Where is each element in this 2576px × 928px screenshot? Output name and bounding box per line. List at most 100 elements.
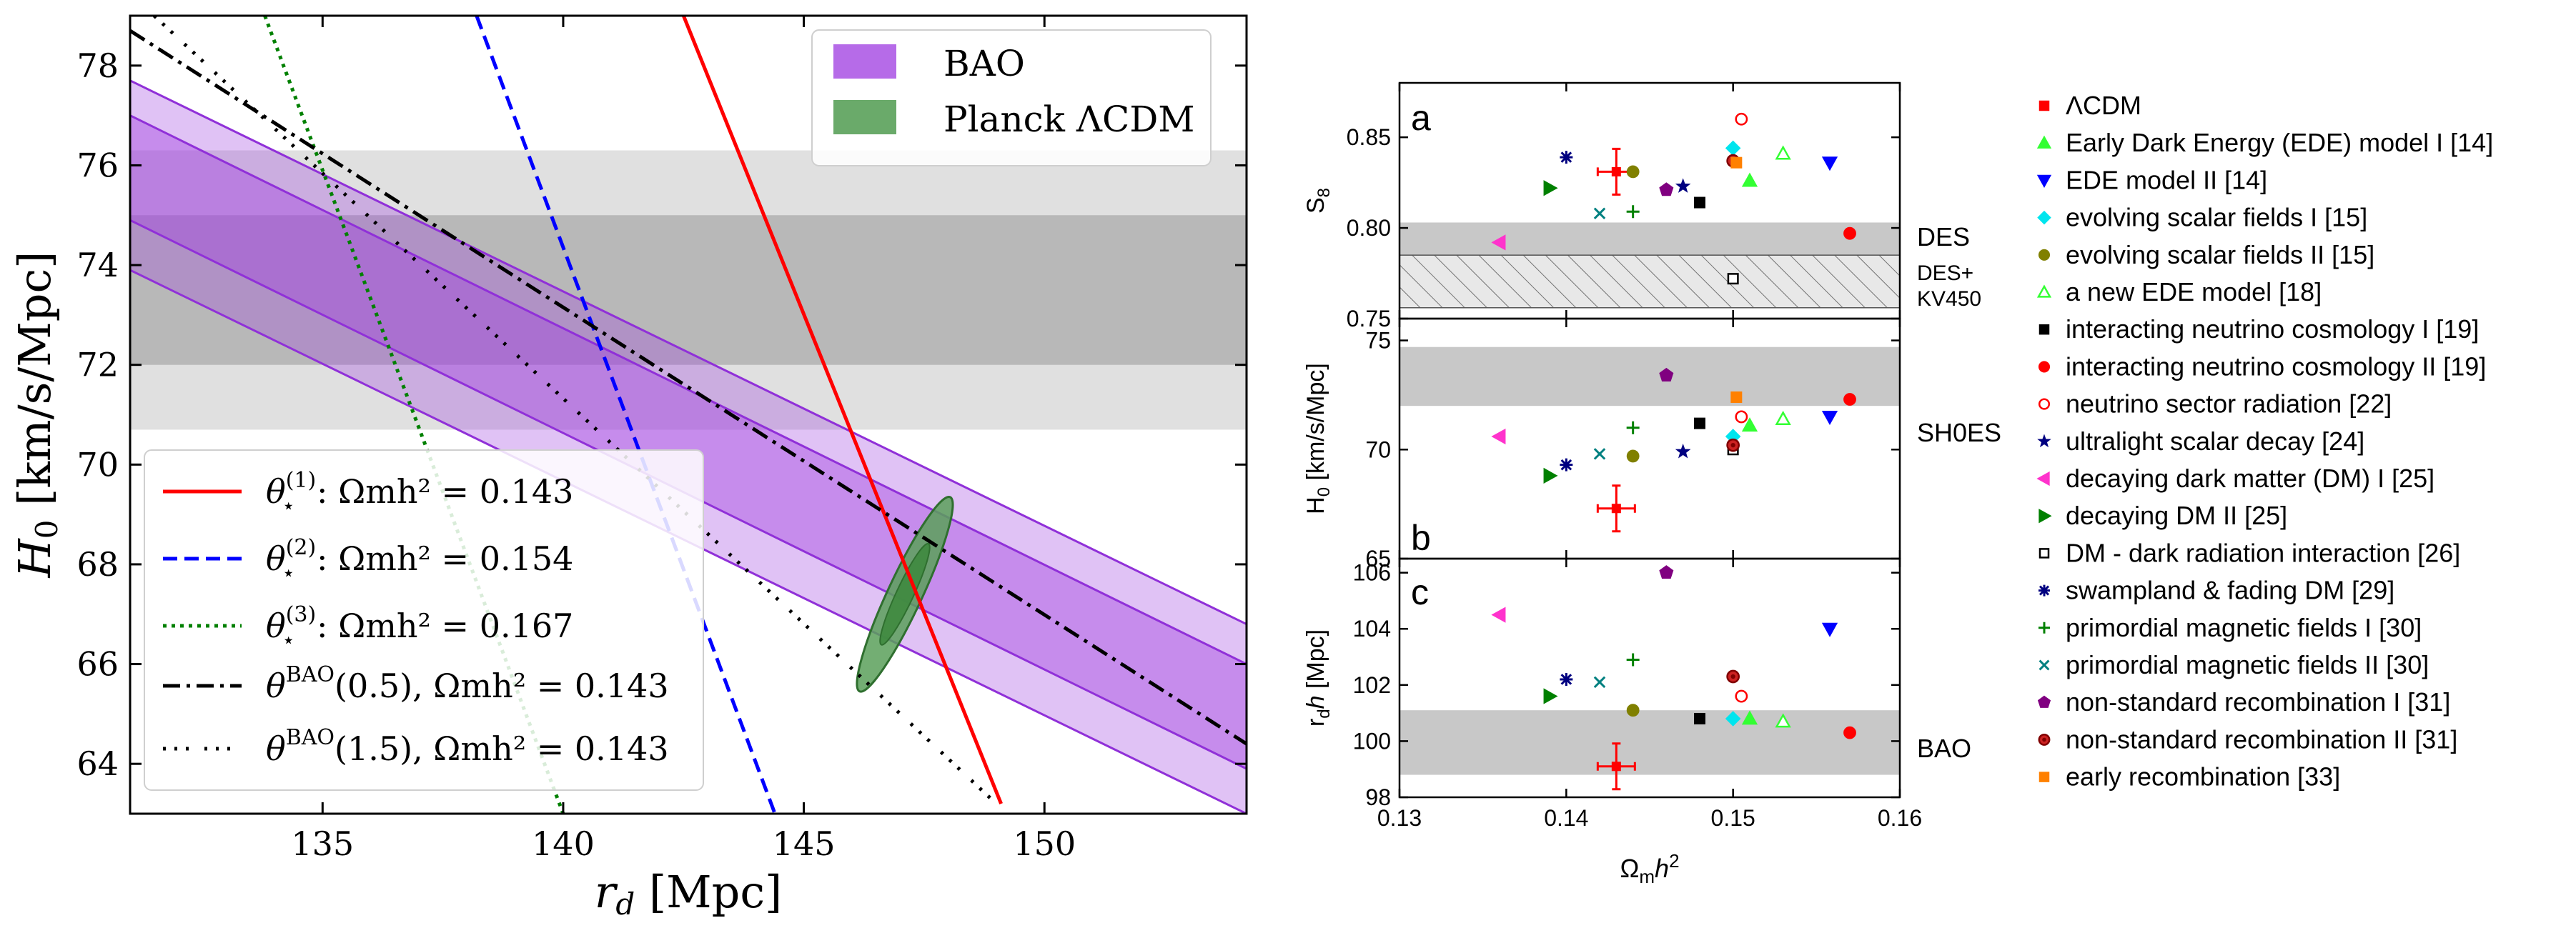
legend-marker-swampland-fading-dm-29	[2038, 584, 2050, 597]
point-primordial-magnetic-fields-ii-30	[1593, 207, 1606, 220]
series-line-theta-bao-0-5	[130, 29, 1247, 746]
legend-marker-non-standard-recombination-ii-31-dot	[2042, 737, 2046, 742]
point-neutrino-sector-radiation-22	[1735, 112, 1748, 126]
left-chart: 135 140 145 150 64 66 68 70 72 74 76 78 rd [Mpc] H…	[9, 14, 1248, 922]
legend-item: swampland & fading DM [29]	[2038, 576, 2394, 605]
panel-c-letter: c	[1411, 572, 1429, 612]
right-chart: a DES DES+ KV450 S8 0.75 0.80 0.85 b SH0ES…	[1302, 81, 2493, 887]
bao-band-edge	[130, 79, 1247, 626]
legend-item-label: DM - dark radiation interaction [26]	[2066, 538, 2460, 567]
right-x-tick-label: 0.14	[1544, 805, 1588, 831]
point-interacting-neutrino-cosmology-ii-19	[1843, 393, 1856, 406]
panel-a-letter: a	[1411, 98, 1431, 138]
legend-label-theta2: θ(2) ⋆: Ωmh² = 0.154	[266, 535, 573, 586]
legend-item: interacting neutrino cosmology II [19]	[2038, 351, 2486, 381]
panel-a-ylabel: S8	[1302, 188, 1334, 214]
legend-marker-decaying-dark-matter-dm-i-25	[2036, 471, 2050, 487]
left-y-tick-label: 74	[76, 246, 119, 284]
point-non-standard-recombination-i-31	[1659, 565, 1674, 579]
legend-item: decaying DM II [25]	[2038, 501, 2287, 530]
point-non-standard-recombination-i-31	[1659, 367, 1674, 381]
legend-lines-box	[144, 449, 704, 791]
point-interacting-neutrino-cosmology-i-19	[1694, 417, 1705, 429]
legend-item-label: ultralight scalar decay [24]	[2066, 426, 2364, 456]
legend-item-label: non-standard recombination I [31]	[2066, 687, 2450, 717]
left-x-tick-label: 150	[1013, 824, 1076, 863]
legend-swatch-bao	[833, 44, 896, 79]
band-label-des-plus: DES+	[1917, 261, 1973, 285]
legend-label-bao: BAO	[943, 43, 1025, 84]
legend-swatch-planck	[833, 100, 896, 134]
legend-item-label: interacting neutrino cosmology II [19]	[2066, 351, 2486, 381]
legend-label-theta-bao-0-5: θBAO(0.5), Ωmh² = 0.143	[266, 662, 669, 705]
legend-label-theta1: θ(1) ⋆: Ωmh² = 0.143	[266, 468, 573, 519]
legend-marker-a-new-ede-model-18	[2036, 284, 2052, 298]
point-decaying-dark-matter-dm-i-25	[1491, 607, 1506, 623]
point-non-standard-recombination-i-31	[1659, 182, 1674, 196]
legend-item-label: primordial magnetic fields I [30]	[2066, 613, 2422, 642]
panel-c-y-tick-label: 104	[1353, 616, 1391, 642]
point-evolving-scalar-fields-i-15	[1725, 711, 1741, 727]
left-y-tick-label: 68	[76, 545, 119, 584]
points-panel-a	[1491, 112, 1856, 285]
panel-a-y-ticks: 0.75 0.80 0.85	[1347, 83, 1901, 331]
legend-item: EDE model II [14]	[2036, 165, 2267, 194]
series-line-theta2	[475, 16, 777, 814]
point-lcdm-panel-c	[1596, 742, 1636, 791]
legend-label-theta-bao-1-5: θBAO(1.5), Ωmh² = 0.143	[266, 725, 669, 768]
legend-item-label: EDE model II [14]	[2066, 165, 2267, 194]
legend-item-label: decaying dark matter (DM) I [25]	[2066, 464, 2434, 493]
legend-label-theta3: θ(3) ⋆: Ωmh² = 0.167	[266, 602, 573, 653]
planck-ellipse	[856, 496, 954, 693]
right-x-tick-label: 0.15	[1711, 805, 1755, 831]
band-des	[1400, 222, 1900, 256]
left-y-ticks: 64 66 68 70 72 74 76 78	[76, 46, 1247, 783]
panel-c-y-tick-label: 98	[1365, 784, 1391, 810]
right-x-axis-label: Ωmh2	[1620, 850, 1679, 887]
point-dm-dark-radiation-interaction-26	[1727, 273, 1739, 285]
point-decaying-dm-ii-25	[1543, 180, 1558, 196]
panel-b-y-tick-label: 75	[1365, 328, 1391, 354]
legend-marker-interacting-neutrino-cosmology-ii-19	[2038, 361, 2051, 373]
point-neutrino-sector-radiation-22	[1735, 410, 1748, 424]
panel-b: b SH0ES H0 [km/s/Mpc] 65 70 75	[1302, 317, 2001, 572]
point-evolving-scalar-fields-i-15	[1725, 140, 1741, 156]
band-label-des: DES	[1917, 222, 1970, 251]
point-evolving-scalar-fields-ii-15	[1626, 449, 1640, 463]
right-x-ticks: 0.13 0.14 0.15 0.16	[1377, 805, 1922, 831]
band-sh0es	[1400, 346, 1900, 406]
legend-item: evolving scalar fields I [15]	[2037, 203, 2367, 232]
left-x-tick-label: 145	[773, 824, 836, 863]
panel-b-y-tick-label: 65	[1365, 546, 1391, 572]
point-primordial-magnetic-fields-i-30	[1626, 421, 1640, 434]
point-interacting-neutrino-cosmology-i-19	[1694, 196, 1705, 209]
point-primordial-magnetic-fields-i-30	[1626, 653, 1640, 667]
left-y-tick-label: 72	[76, 346, 119, 384]
band-label-kv450: KV450	[1917, 287, 1981, 311]
series-line-theta1	[681, 16, 1003, 804]
band-bao	[1400, 710, 1900, 775]
legend-marker-non-standard-recombination-ii-31	[2038, 733, 2051, 746]
left-x-tick-label: 140	[532, 824, 595, 863]
legend-item-label: neutrino sector radiation [22]	[2066, 389, 2392, 419]
band-label-bao: BAO	[1917, 734, 1971, 763]
right-legend: ΛCDM Early Dark Energy (EDE) model I [14]…	[2036, 91, 2493, 792]
panel-b-y-tick-label: 70	[1365, 436, 1391, 462]
panel-a-y-tick-label: 0.80	[1347, 215, 1391, 241]
legend-item-label: swampland & fading DM [29]	[2066, 576, 2394, 605]
planck-ellipse-inner	[879, 542, 931, 646]
point-non-standard-recombination-ii-31-dot	[1730, 674, 1735, 679]
legend-item-label: ΛCDM	[2066, 91, 2141, 120]
point-early-dark-energy-ede-model-i-14	[1741, 172, 1758, 187]
point-swampland-fading-dm-29	[1560, 672, 1573, 686]
legend-item-label: early recombination [33]	[2066, 762, 2340, 792]
point-early-recombination-33	[1730, 156, 1743, 169]
bao-band-edge	[130, 114, 1247, 665]
point-early-recombination-33	[1730, 391, 1743, 403]
point-decaying-dark-matter-dm-i-25	[1491, 234, 1506, 251]
left-y-axis-label: H0 [km/s/Mpc]	[9, 251, 64, 579]
point-evolving-scalar-fields-ii-15	[1626, 704, 1640, 717]
left-y-tick-label: 78	[76, 46, 119, 85]
legend-item: decaying dark matter (DM) I [25]	[2036, 464, 2434, 493]
